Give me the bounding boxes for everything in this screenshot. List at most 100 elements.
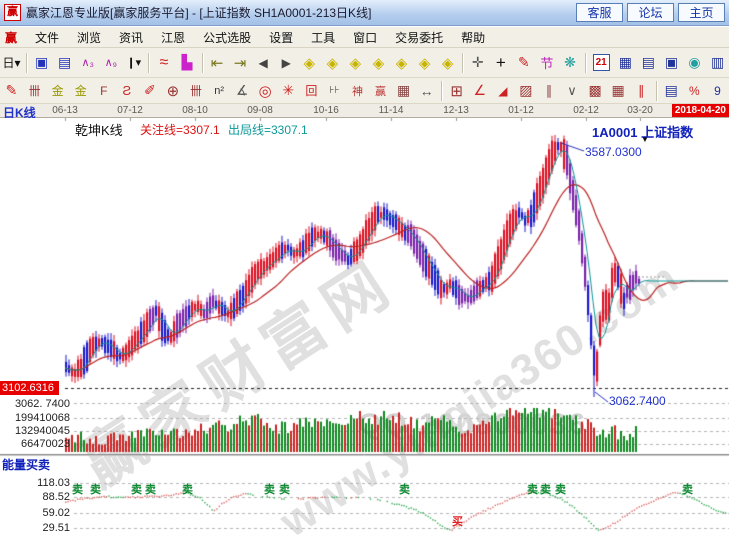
- main-chart-canvas[interactable]: [0, 118, 729, 535]
- home-button[interactable]: 主页: [678, 3, 725, 22]
- tool-gold-grid-1-icon[interactable]: 金: [51, 84, 64, 98]
- forum-button[interactable]: 论坛: [627, 3, 674, 22]
- ind-scale-2: 88.52: [42, 491, 70, 503]
- last-page-icon[interactable]: ⇥: [233, 54, 247, 72]
- tool-starburst-icon[interactable]: ✳: [282, 82, 295, 98]
- tool-gann-circle-icon[interactable]: ⊕: [166, 82, 180, 100]
- tool-spiral-icon[interactable]: Ƨ: [122, 83, 132, 98]
- drawing-toolbar: ✎ 卌金金 F Ƨ ✐ ⊕ 卌 n² ∡ ◎ ✳ 回 ⊦⊦ 神赢 ▦ ↔ ⊞ ∠ ◢ ▨ ∥ ∨ ▩ ▦ ∥ ▤% 9: [0, 78, 729, 104]
- tool-fence-2-icon[interactable]: 卌: [190, 84, 203, 98]
- info-list-icon[interactable]: ▤: [58, 54, 72, 70]
- menu-browse[interactable]: 浏览: [77, 30, 102, 45]
- sell-signal-marker: 卖: [182, 484, 193, 496]
- tool-parallel-lines-icon[interactable]: ∥: [637, 82, 645, 98]
- tool-width-measure-icon[interactable]: ↔: [419, 82, 434, 99]
- wave-tool-icon[interactable]: ❋: [564, 54, 576, 70]
- tool-dense-grid-2-icon[interactable]: ▦: [611, 82, 625, 98]
- tool-dense-grid-icon[interactable]: ▩: [588, 82, 602, 98]
- crosshair-tool-icon[interactable]: +: [495, 52, 506, 72]
- toolbar-separator: [148, 52, 150, 73]
- exit-line-label: 出局线=3307.1: [228, 123, 308, 137]
- tool-nine-icon[interactable]: 9: [714, 83, 721, 98]
- first-page-icon[interactable]: ⇤: [210, 54, 224, 72]
- menu-bar: 赢 文件 浏览 资讯 江恩 公式选股 设置 工具 窗口 交易委托 帮助: [0, 27, 729, 48]
- menu-news[interactable]: 资讯: [119, 30, 144, 45]
- period-daily-icon[interactable]: 日▾: [2, 56, 21, 70]
- hand-tool-icon[interactable]: ✛: [471, 54, 484, 70]
- price-scale-3062: 3062. 7400: [14, 398, 70, 410]
- tool-square-spiral-icon[interactable]: 回: [305, 84, 318, 98]
- tool-price-scale-icon[interactable]: ▤: [664, 82, 678, 98]
- diamond-down-icon[interactable]: ◈: [395, 54, 408, 72]
- menu-tools[interactable]: 工具: [311, 30, 336, 45]
- tool-n-squared-icon[interactable]: n²: [214, 84, 224, 97]
- tool-fence-f-icon[interactable]: F: [100, 83, 108, 98]
- menu-formula-stock-pick[interactable]: 公式选股: [203, 30, 252, 45]
- tool-grid-fan-icon[interactable]: ▨: [519, 82, 533, 98]
- tool-pencil-icon[interactable]: ✎: [5, 82, 18, 98]
- diamond-up-icon[interactable]: ◈: [372, 54, 385, 72]
- toolbar-separator: [462, 52, 464, 73]
- ind-scale-3: 59.02: [42, 507, 70, 519]
- sell-signal-marker: 卖: [90, 484, 101, 496]
- window-title: 赢家江恩专业版[赢家服务平台] - [上证指数 SH1A0001-213日K线]: [26, 6, 372, 20]
- prev-bar-icon[interactable]: ◀: [258, 55, 268, 70]
- calculator-icon[interactable]: ▦: [618, 54, 632, 70]
- menu-brand[interactable]: 赢: [5, 30, 18, 45]
- tool-h-lines-icon[interactable]: ⊦⊦: [329, 85, 340, 96]
- customer-service-button[interactable]: 客服: [576, 3, 623, 22]
- network-icon[interactable]: ◉: [688, 54, 701, 70]
- calendar-icon[interactable]: 21: [592, 54, 610, 71]
- menu-trade-entrust[interactable]: 交易委托: [395, 30, 444, 45]
- diamond-both-icon[interactable]: ◈: [349, 54, 362, 72]
- diamond-right-icon[interactable]: ◈: [326, 54, 339, 72]
- tool-ray-lines-icon[interactable]: ∥: [545, 82, 553, 98]
- tool-gann-fence-icon[interactable]: 卌: [28, 84, 41, 98]
- gann-tool-icon[interactable]: 节: [540, 56, 554, 71]
- color-histogram-icon[interactable]: ▙: [181, 54, 193, 70]
- tool-pencil-2-icon[interactable]: ✐: [144, 82, 156, 98]
- tool-gold-grid-2-icon[interactable]: 金: [74, 84, 87, 98]
- ind-scale-1: 118.03: [37, 477, 70, 489]
- tool-shen-grid-icon[interactable]: 神: [351, 85, 363, 98]
- diamond-expand-icon[interactable]: ◈: [418, 54, 431, 72]
- sell-signal-marker: 卖: [279, 484, 290, 496]
- tool-fan-lines-icon[interactable]: ∠: [473, 82, 487, 98]
- date-tick: 03-20: [627, 105, 653, 116]
- minute-chart-3-icon[interactable]: ∧₃: [81, 57, 94, 69]
- menu-window[interactable]: 窗口: [353, 30, 378, 45]
- trade-icon[interactable]: ▥: [710, 54, 725, 70]
- tool-percent-icon[interactable]: %: [689, 83, 700, 98]
- notes-icon[interactable]: ▤: [641, 54, 656, 70]
- tool-wave-lines-icon[interactable]: ∨: [567, 82, 577, 98]
- sell-signal-marker: 卖: [399, 484, 410, 496]
- diamond-compress-icon[interactable]: ◈: [441, 54, 454, 72]
- next-bar-icon[interactable]: ▶: [281, 55, 291, 70]
- tool-target-icon[interactable]: ◎: [258, 82, 272, 100]
- watch-line-label: 关注线=3307.1: [140, 123, 220, 137]
- symbol-marker-icon: ▼: [641, 135, 649, 144]
- minute-chart-9-icon[interactable]: ∧₉: [104, 57, 117, 69]
- diamond-left-icon[interactable]: ◈: [303, 54, 316, 72]
- market-overview-icon[interactable]: ▣: [34, 54, 49, 70]
- trend-lines-icon[interactable]: ≈: [159, 53, 169, 71]
- chart-region: 赢家财富网 www.yingjia360.com QQ 100800036 乾坤…: [0, 118, 729, 547]
- indicator-name: 能量买卖: [2, 458, 51, 472]
- date-tick: 08-10: [182, 105, 208, 116]
- tool-angle-icon[interactable]: ∡: [235, 82, 249, 98]
- volume-scale-1: 199410068: [14, 412, 70, 424]
- toolbar-separator: [26, 52, 28, 73]
- save-icon[interactable]: ▣: [664, 54, 679, 70]
- menu-gann[interactable]: 江恩: [161, 30, 186, 45]
- candle-style-icon[interactable]: ❙▾: [126, 57, 142, 69]
- line-draw-tool-icon[interactable]: ✎: [517, 54, 530, 70]
- tool-corner-fan-icon[interactable]: ◢: [498, 83, 508, 98]
- tool-grid-box-icon[interactable]: ▦: [396, 82, 411, 98]
- tool-box-icon[interactable]: ⊞: [450, 82, 463, 100]
- date-tick: 06-13: [52, 105, 78, 116]
- menu-help[interactable]: 帮助: [461, 30, 486, 45]
- tool-ying-grid-icon[interactable]: 赢: [375, 85, 387, 98]
- volume-scale-3: 66470023: [21, 438, 70, 450]
- menu-file[interactable]: 文件: [35, 30, 60, 45]
- menu-settings[interactable]: 设置: [269, 30, 294, 45]
